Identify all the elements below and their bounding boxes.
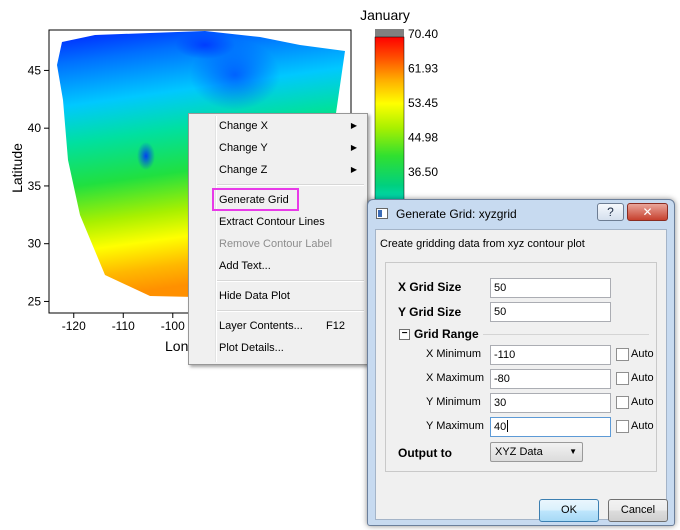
y-tick-label: 40 <box>28 121 42 135</box>
menu-separator <box>217 280 364 282</box>
y-maximum-value: 40 <box>494 421 507 433</box>
x-minimum-label: X Minimum <box>426 348 482 360</box>
close-button[interactable]: ✕ <box>627 203 668 221</box>
x-maximum-input[interactable]: -80 <box>490 369 611 389</box>
text-caret <box>507 420 509 432</box>
menu-item-change-z[interactable]: Change Z ▶ <box>219 160 359 180</box>
colorbar-tick-label: 53.45 <box>408 96 438 110</box>
x-axis: -120 -110 -100 <box>62 313 185 333</box>
menu-item-extract-contour-lines[interactable]: Extract Contour Lines <box>219 212 359 232</box>
menu-item-add-text[interactable]: Add Text... <box>219 256 359 276</box>
x-minimum-auto-label: Auto <box>631 348 654 360</box>
menu-item-hide-data-plot[interactable]: Hide Data Plot <box>219 286 359 306</box>
menu-item-remove-contour-label: Remove Contour Label <box>219 234 359 254</box>
x-tick-label: -120 <box>62 319 86 333</box>
menu-item-change-x[interactable]: Change X ▶ <box>219 116 359 136</box>
menu-separator <box>217 184 364 186</box>
cold-spot <box>137 142 155 170</box>
output-to-value: XYZ Data <box>495 446 543 458</box>
colorbar-tick-label: 36.50 <box>408 165 438 179</box>
colorbar-top-cap <box>375 29 404 37</box>
x-maximum-label: X Maximum <box>426 372 485 384</box>
menu-item-label: Remove Contour Label <box>219 238 333 250</box>
y-tick-label: 30 <box>28 237 42 251</box>
cold-region-top <box>175 31 235 59</box>
y-maximum-auto-label: Auto <box>631 420 654 432</box>
generate-grid-dialog: Generate Grid: xyzgrid ? ✕ Create griddi… <box>367 199 675 526</box>
x-minimum-auto-checkbox[interactable] <box>616 348 629 361</box>
menu-item-label: Change X <box>219 120 268 132</box>
menu-item-label: Change Z <box>219 164 268 176</box>
context-menu: Change X ▶ Change Y ▶ Change Z ▶ Generat… <box>188 113 368 365</box>
dialog-window-icon <box>376 208 388 219</box>
x-maximum-auto-label: Auto <box>631 372 654 384</box>
menu-item-label: Layer Contents... <box>219 320 303 332</box>
menu-item-label: Plot Details... <box>219 342 284 354</box>
colorbar-title: January <box>360 7 410 23</box>
x-grid-size-input[interactable]: 50 <box>490 278 611 298</box>
menu-item-label: Extract Contour Lines <box>219 216 325 228</box>
colorbar-body <box>374 36 405 213</box>
y-minimum-auto-checkbox[interactable] <box>616 396 629 409</box>
y-axis: 25 30 35 40 45 <box>28 63 49 308</box>
ok-button[interactable]: OK <box>539 499 599 522</box>
help-button[interactable]: ? <box>597 203 624 221</box>
x-minimum-input[interactable]: -110 <box>490 345 611 365</box>
generate-grid-highlight <box>212 188 299 211</box>
output-to-label: Output to <box>398 446 452 460</box>
grid-range-collapse-icon[interactable]: − <box>399 329 410 340</box>
grid-range-label: Grid Range <box>414 327 479 341</box>
y-tick-label: 35 <box>28 179 42 193</box>
chevron-down-icon: ▼ <box>569 447 577 456</box>
y-maximum-label: Y Maximum <box>426 420 484 432</box>
colorbar-tick-label: 70.40 <box>408 27 438 41</box>
menu-shortcut: F12 <box>326 320 345 332</box>
submenu-arrow-icon: ▶ <box>350 165 357 174</box>
menu-item-change-y[interactable]: Change Y ▶ <box>219 138 359 158</box>
menu-item-layer-contents[interactable]: Layer Contents... F12 <box>219 316 359 336</box>
dialog-title: Generate Grid: xyzgrid <box>396 207 517 221</box>
menu-item-label: Change Y <box>219 142 268 154</box>
menu-item-label: Add Text... <box>219 260 271 272</box>
grid-range-rule <box>483 334 649 335</box>
colorbar-tick-label: 61.93 <box>408 62 438 76</box>
menu-item-generate-grid[interactable]: Generate Grid <box>219 190 359 210</box>
y-maximum-auto-checkbox[interactable] <box>616 420 629 433</box>
x-tick-label: -100 <box>161 319 185 333</box>
menu-item-plot-details[interactable]: Plot Details... <box>219 338 359 358</box>
y-grid-size-label: Y Grid Size <box>398 305 462 319</box>
y-axis-title: Latitude <box>9 143 25 193</box>
y-grid-size-input[interactable]: 50 <box>490 302 611 322</box>
settings-group <box>385 262 657 472</box>
output-to-select[interactable]: XYZ Data ▼ <box>490 442 583 462</box>
y-minimum-input[interactable]: 30 <box>490 393 611 413</box>
menu-gutter <box>215 116 217 362</box>
x-maximum-auto-checkbox[interactable] <box>616 372 629 385</box>
y-minimum-label: Y Minimum <box>426 396 481 408</box>
submenu-arrow-icon: ▶ <box>350 143 357 152</box>
y-minimum-auto-label: Auto <box>631 396 654 408</box>
x-tick-label: -110 <box>112 319 135 333</box>
y-maximum-input[interactable]: 40 <box>490 417 611 437</box>
dialog-client-area: Create gridding data from xyz contour pl… <box>375 229 668 522</box>
menu-item-label: Hide Data Plot <box>219 290 290 302</box>
y-tick-label: 25 <box>28 294 42 308</box>
submenu-arrow-icon: ▶ <box>350 121 357 130</box>
colorbar-tick-label: 44.98 <box>408 131 438 145</box>
menu-separator <box>217 310 364 312</box>
menu-item-label: Generate Grid <box>219 194 289 206</box>
dialog-titlebar[interactable]: Generate Grid: xyzgrid ? ✕ <box>368 200 674 228</box>
y-tick-label: 45 <box>28 63 42 77</box>
colorbar-ticks: 70.40 61.93 53.45 44.98 36.50 <box>408 27 438 179</box>
dialog-description: Create gridding data from xyz contour pl… <box>380 238 585 250</box>
cancel-button[interactable]: Cancel <box>608 499 668 522</box>
x-grid-size-label: X Grid Size <box>398 280 462 294</box>
